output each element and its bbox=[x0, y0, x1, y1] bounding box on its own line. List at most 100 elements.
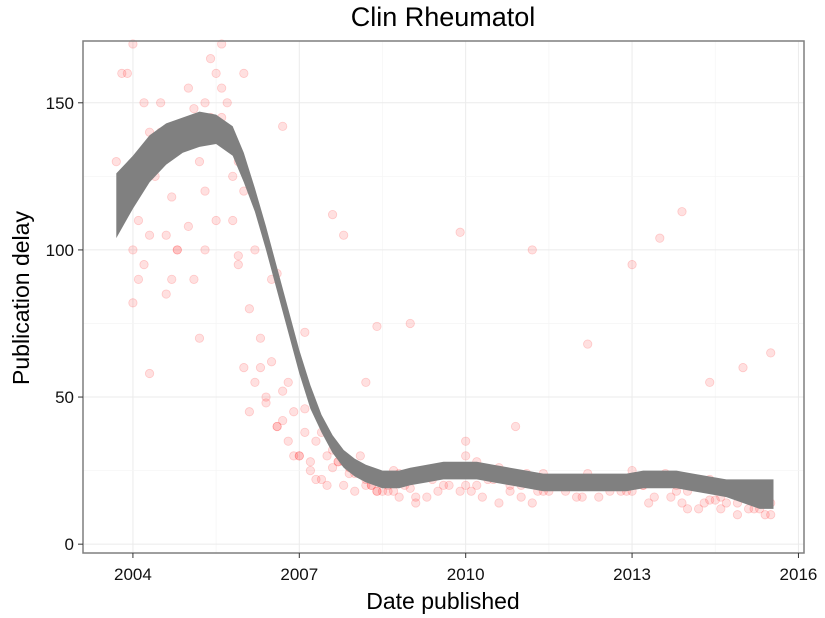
x-tick-label: 2010 bbox=[447, 565, 485, 584]
scatter-point bbox=[394, 492, 404, 502]
x-axis-ticks: 2004 2007 2010 2013 2016 bbox=[114, 553, 817, 584]
scatter-point bbox=[705, 377, 715, 387]
scatter-point bbox=[433, 486, 443, 496]
scatter-point bbox=[311, 436, 321, 446]
scatter-point bbox=[339, 230, 349, 240]
scatter-point bbox=[239, 363, 249, 373]
scatter-point bbox=[422, 492, 432, 502]
scatter-point bbox=[278, 386, 288, 396]
scatter-point bbox=[327, 210, 338, 220]
scatter-point bbox=[189, 104, 199, 114]
scatter-point bbox=[766, 348, 776, 358]
scatter-point bbox=[161, 289, 171, 299]
scatter-point bbox=[183, 221, 193, 231]
scatter-point bbox=[200, 245, 210, 255]
scatter-point bbox=[156, 98, 166, 108]
scatter-point bbox=[350, 486, 360, 496]
y-tick-label: 0 bbox=[65, 535, 74, 554]
scatter-point bbox=[372, 486, 382, 496]
scatter-point bbox=[183, 83, 193, 93]
scatter-point bbox=[327, 463, 338, 473]
scatter-point bbox=[228, 171, 238, 181]
scatter-point bbox=[411, 498, 421, 508]
scatter-point bbox=[211, 68, 221, 78]
scatter-point bbox=[266, 357, 277, 367]
scatter-point bbox=[732, 510, 743, 520]
scatter-point bbox=[255, 333, 266, 343]
scatter-point bbox=[200, 98, 210, 108]
scatter-point bbox=[255, 363, 266, 373]
scatter-point bbox=[305, 466, 315, 476]
scatter-point bbox=[721, 498, 731, 508]
x-tick-label: 2004 bbox=[114, 565, 152, 584]
scatter-point bbox=[133, 274, 144, 284]
scatter-point bbox=[244, 407, 254, 417]
scatter-point bbox=[272, 421, 282, 432]
scatter-point bbox=[294, 451, 304, 461]
scatter-point bbox=[217, 39, 227, 49]
scatter-point bbox=[505, 486, 515, 496]
scatter-point bbox=[289, 407, 299, 417]
scatter-point bbox=[161, 230, 171, 240]
scatter-point bbox=[278, 121, 288, 131]
y-axis-ticks: 0 50 100 150 bbox=[46, 94, 83, 554]
scatter-point bbox=[250, 377, 260, 387]
scatter-point bbox=[705, 495, 715, 505]
scatter-point bbox=[649, 492, 659, 502]
scatter-point bbox=[239, 68, 249, 78]
plot-border bbox=[82, 40, 805, 554]
scatter-point bbox=[411, 492, 421, 502]
scatter-point bbox=[233, 251, 243, 261]
scatter-point bbox=[172, 245, 182, 255]
scatter-point bbox=[294, 451, 304, 461]
scatter-point bbox=[200, 186, 210, 196]
scatter-point bbox=[261, 398, 271, 408]
scatter-point bbox=[461, 480, 471, 490]
x-tick-label: 2013 bbox=[613, 565, 651, 584]
scatter-point bbox=[194, 157, 205, 167]
scatter-point bbox=[455, 486, 465, 496]
x-tick-label: 2016 bbox=[780, 565, 818, 584]
scatter-point bbox=[128, 245, 138, 255]
scatter-point bbox=[355, 451, 365, 461]
scatter-point bbox=[322, 480, 332, 490]
scatter-point bbox=[666, 492, 676, 502]
scatter-point bbox=[222, 98, 232, 108]
scatter-point bbox=[167, 192, 177, 202]
scatter-point bbox=[510, 421, 521, 432]
scatter-point bbox=[144, 368, 155, 379]
scatter-point bbox=[644, 498, 654, 508]
scatter-point bbox=[128, 298, 138, 308]
scatter-point bbox=[311, 474, 321, 485]
scatter-point bbox=[133, 215, 144, 226]
scatter-point bbox=[583, 339, 593, 349]
scatter-point bbox=[677, 207, 687, 217]
scatter-point bbox=[716, 504, 726, 514]
scatter-point bbox=[766, 510, 776, 520]
scatter-point bbox=[405, 318, 415, 329]
scatter-point bbox=[278, 415, 288, 426]
scatter-point bbox=[283, 436, 293, 446]
scatter-point bbox=[316, 474, 327, 485]
scatter-point bbox=[594, 492, 604, 502]
scatter-point bbox=[738, 363, 748, 373]
scatter-point bbox=[128, 39, 138, 49]
scatter-point bbox=[217, 83, 227, 93]
scatter-point bbox=[144, 230, 155, 240]
scatter-point bbox=[361, 377, 371, 387]
scatter-point bbox=[444, 480, 454, 490]
scatter-point bbox=[494, 498, 504, 508]
scatter-point bbox=[111, 157, 121, 167]
scatter-point bbox=[627, 260, 637, 270]
scatter-point bbox=[300, 327, 310, 337]
scatter-point bbox=[211, 215, 221, 226]
scatter-point bbox=[139, 260, 149, 270]
scatter-point bbox=[682, 504, 693, 514]
scatter-point bbox=[461, 436, 471, 446]
scatter-point bbox=[300, 427, 310, 437]
scatter-point bbox=[372, 321, 382, 332]
scatter-point bbox=[322, 451, 332, 461]
y-tick-label: 150 bbox=[46, 94, 74, 113]
scatter-point bbox=[577, 492, 587, 502]
